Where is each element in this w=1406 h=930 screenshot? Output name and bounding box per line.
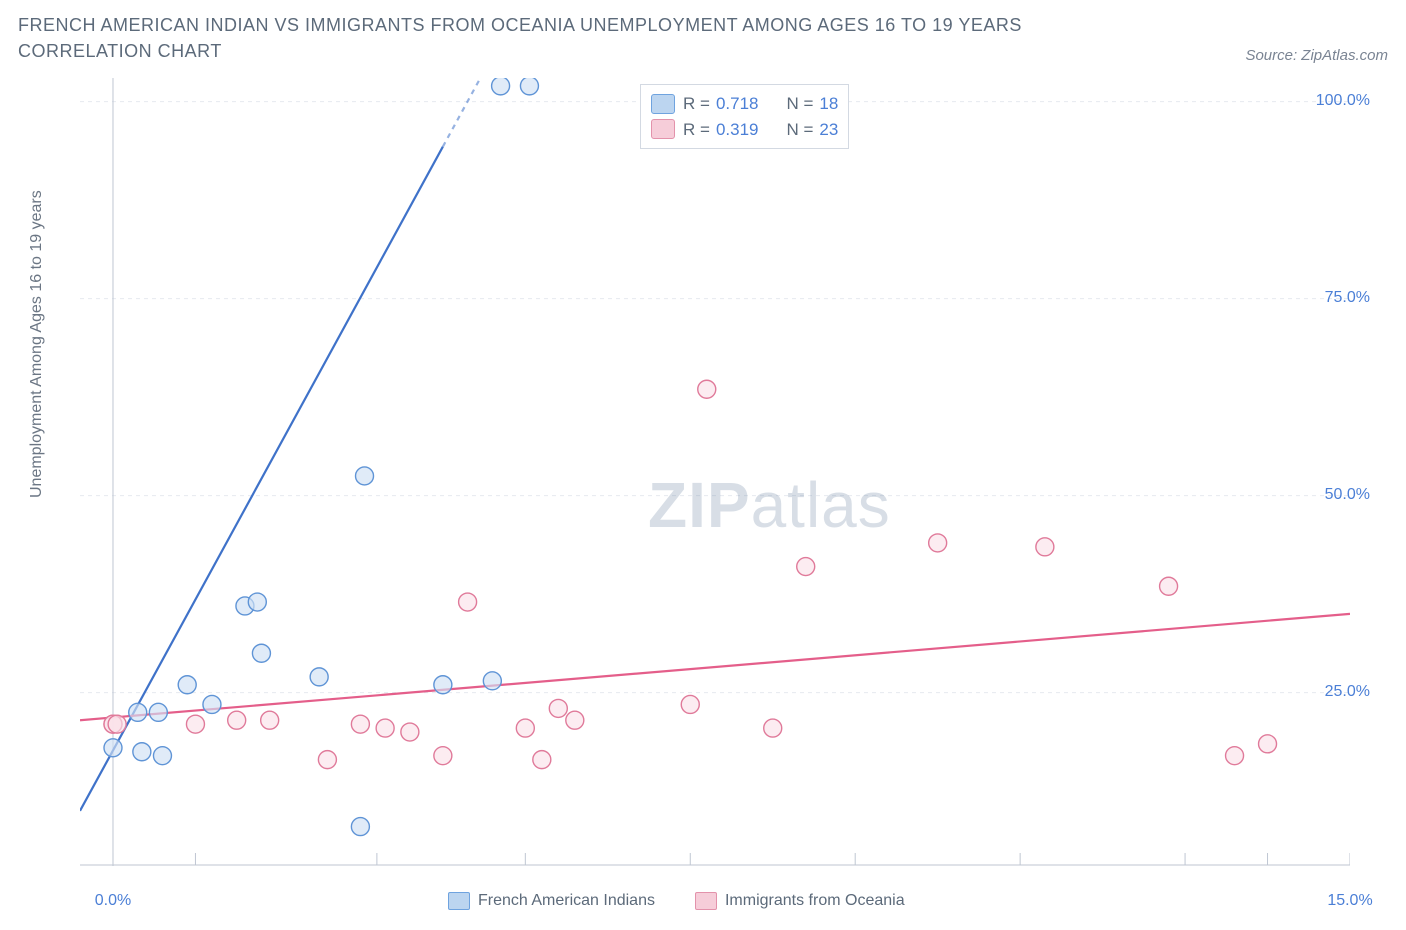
y-tick-label: 25.0% (1290, 683, 1370, 701)
source-attribution: Source: ZipAtlas.com (1245, 47, 1388, 64)
legend-swatch (651, 119, 675, 139)
legend-swatch (695, 892, 717, 910)
y-tick-label: 50.0% (1290, 486, 1370, 504)
x-tick-label: 0.0% (73, 892, 153, 910)
legend-item: Immigrants from Oceania (695, 892, 905, 910)
watermark: ZIPatlas (648, 468, 891, 542)
legend-swatch (448, 892, 470, 910)
legend-label: French American Indians (478, 892, 655, 910)
legend-label: Immigrants from Oceania (725, 892, 905, 910)
y-tick-label: 100.0% (1290, 92, 1370, 110)
page-title: FRENCH AMERICAN INDIAN VS IMMIGRANTS FRO… (18, 12, 1138, 64)
x-tick-label: 15.0% (1310, 892, 1390, 910)
y-tick-label: 75.0% (1290, 289, 1370, 307)
y-axis-label: Unemployment Among Ages 16 to 19 years (28, 190, 46, 498)
legend-row: R = 0.718N = 18 (651, 91, 838, 117)
legend-row: R = 0.319N = 23 (651, 117, 838, 143)
legend-swatch (651, 94, 675, 114)
legend-item: French American Indians (448, 892, 655, 910)
series-legend: French American Indians Immigrants from O… (448, 892, 905, 910)
stats-legend: R = 0.718N = 18R = 0.319N = 23 (640, 84, 849, 149)
correlation-chart: Unemployment Among Ages 16 to 19 years Z… (18, 78, 1388, 898)
